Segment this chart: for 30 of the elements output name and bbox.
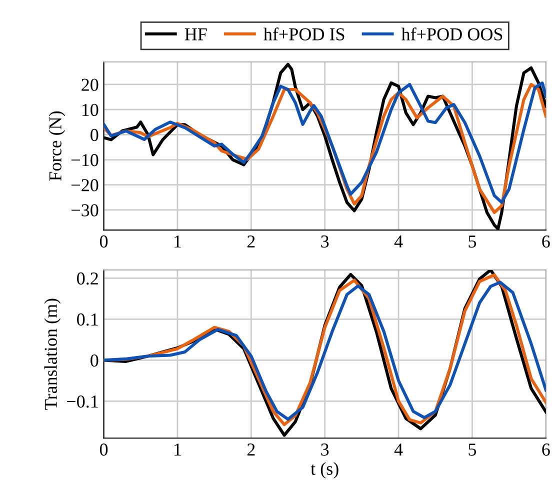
y-tick-label: −20 <box>72 179 98 192</box>
x-tick-label: 2 <box>247 444 255 456</box>
x-tick-label: 1 <box>174 444 181 456</box>
y-tick-label: 20 <box>82 78 98 91</box>
y-tick-label: 0 <box>90 128 98 142</box>
x-tick-label: 4 <box>394 444 403 456</box>
y-tick-label: 0.1 <box>77 313 98 326</box>
x-tick-label: 4 <box>394 236 403 248</box>
y-tick-label: 0.2 <box>77 272 98 285</box>
y-axis-title: Force (N) <box>48 111 66 181</box>
x-tick-label: 0 <box>100 235 108 248</box>
x-tick-label: 6 <box>542 444 550 456</box>
y-tick-label: 10 <box>82 104 98 116</box>
x-tick-label: 3 <box>321 235 329 248</box>
y-axis-title: Translation (m) <box>44 298 61 410</box>
x-tick-label: 0 <box>100 444 108 456</box>
legend-label: HF <box>184 28 207 40</box>
x-axis-title: t (s) <box>310 462 338 479</box>
legend-label: hf+POD OOS <box>401 28 502 40</box>
y-tick-label: 0 <box>90 354 98 367</box>
y-tick-label: −10 <box>72 154 98 166</box>
x-tick-label: 5 <box>468 444 476 456</box>
y-tick-label: −30 <box>72 204 98 216</box>
x-tick-label: 3 <box>321 444 329 456</box>
y-tick-label: −0.1 <box>67 395 98 408</box>
x-tick-label: 2 <box>247 235 255 248</box>
legend-label: hf+POD IS <box>264 28 344 40</box>
x-tick-label: 1 <box>174 236 181 248</box>
x-tick-label: 5 <box>468 236 476 248</box>
x-tick-label: 6 <box>542 235 550 248</box>
